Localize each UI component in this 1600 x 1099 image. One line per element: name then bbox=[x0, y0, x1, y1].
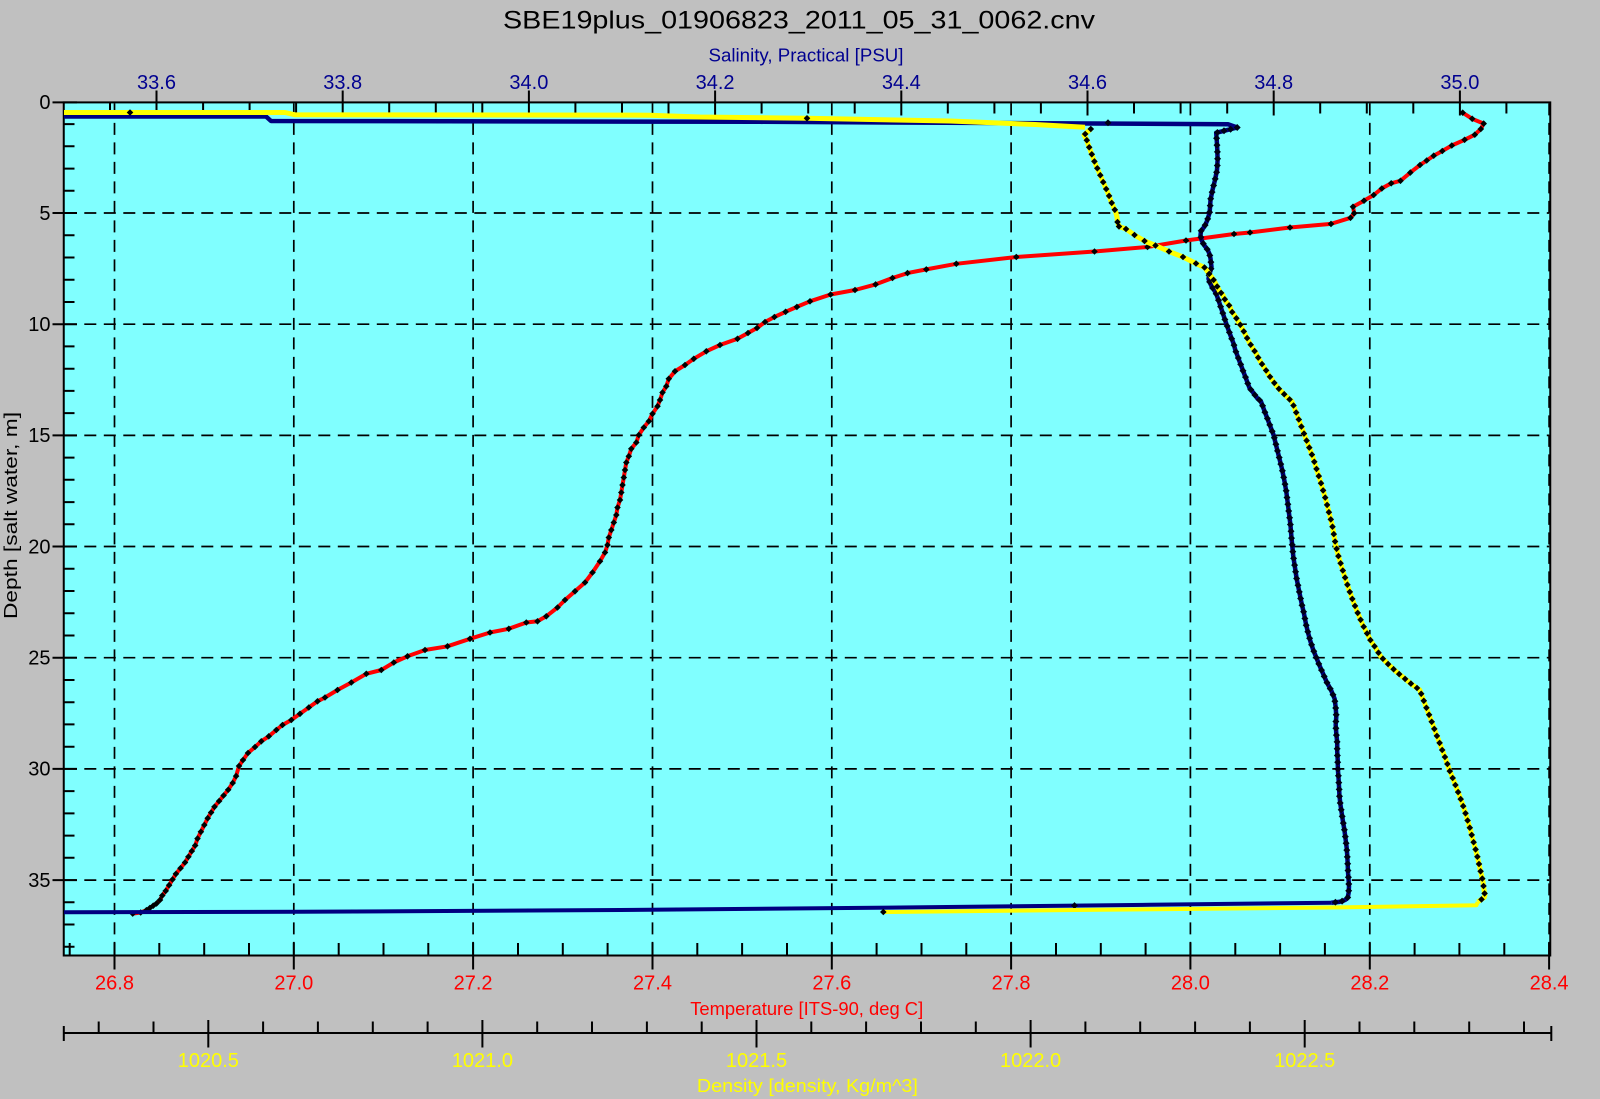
svg-text:0: 0 bbox=[39, 92, 50, 114]
svg-text:34.4: 34.4 bbox=[882, 72, 921, 94]
svg-text:Temperature [ITS-90, deg C]: Temperature [ITS-90, deg C] bbox=[690, 998, 923, 1019]
svg-text:30: 30 bbox=[28, 759, 50, 781]
svg-text:28.0: 28.0 bbox=[1171, 973, 1210, 995]
svg-text:1022.5: 1022.5 bbox=[1274, 1050, 1335, 1072]
svg-text:1021.0: 1021.0 bbox=[452, 1050, 513, 1072]
svg-text:5: 5 bbox=[39, 203, 50, 225]
svg-text:Salinity, Practical [PSU]: Salinity, Practical [PSU] bbox=[709, 45, 904, 66]
svg-text:1021.5: 1021.5 bbox=[726, 1050, 787, 1072]
svg-text:34.8: 34.8 bbox=[1254, 72, 1293, 94]
svg-text:33.6: 33.6 bbox=[137, 72, 176, 94]
svg-text:34.0: 34.0 bbox=[509, 72, 548, 94]
svg-text:1020.5: 1020.5 bbox=[178, 1050, 239, 1072]
svg-text:Depth [salt water, m]: Depth [salt water, m] bbox=[0, 412, 21, 619]
svg-text:35.0: 35.0 bbox=[1440, 72, 1479, 94]
svg-text:15: 15 bbox=[28, 425, 50, 447]
svg-text:27.2: 27.2 bbox=[454, 973, 493, 995]
svg-text:26.8: 26.8 bbox=[95, 973, 134, 995]
svg-text:1022.0: 1022.0 bbox=[1000, 1050, 1061, 1072]
svg-text:33.8: 33.8 bbox=[323, 72, 362, 94]
svg-text:34.6: 34.6 bbox=[1068, 72, 1107, 94]
svg-text:Density [density, Kg/m^3]: Density [density, Kg/m^3] bbox=[697, 1075, 918, 1096]
svg-text:10: 10 bbox=[28, 314, 50, 336]
svg-text:SBE19plus_01906823_2011_05_31_: SBE19plus_01906823_2011_05_31_0062.cnv bbox=[503, 7, 1096, 35]
svg-text:28.4: 28.4 bbox=[1530, 973, 1569, 995]
svg-text:34.2: 34.2 bbox=[696, 72, 735, 94]
svg-text:20: 20 bbox=[28, 536, 50, 558]
svg-text:27.8: 27.8 bbox=[992, 973, 1031, 995]
svg-text:25: 25 bbox=[28, 648, 50, 670]
svg-text:27.6: 27.6 bbox=[812, 973, 851, 995]
svg-text:28.2: 28.2 bbox=[1350, 973, 1389, 995]
svg-text:27.4: 27.4 bbox=[633, 973, 672, 995]
svg-text:27.0: 27.0 bbox=[274, 973, 313, 995]
svg-text:35: 35 bbox=[28, 870, 50, 892]
